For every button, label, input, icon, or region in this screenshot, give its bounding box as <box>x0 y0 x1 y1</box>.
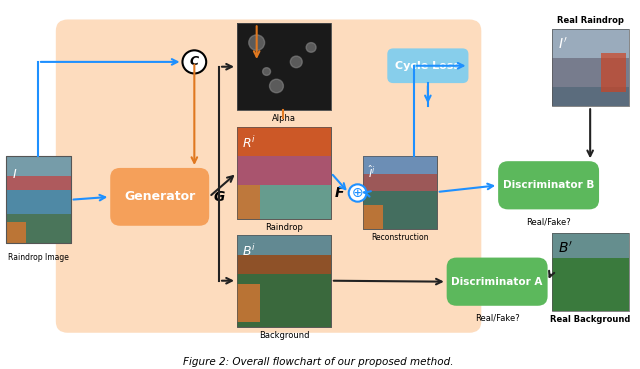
FancyBboxPatch shape <box>56 20 481 333</box>
Text: $B'$: $B'$ <box>557 241 573 256</box>
Bar <box>363 174 436 191</box>
Bar <box>552 258 628 311</box>
Text: Raindrop Image: Raindrop Image <box>8 253 69 262</box>
Text: Real/Fake?: Real/Fake? <box>475 314 520 323</box>
Bar <box>552 234 628 311</box>
Text: Background: Background <box>259 331 309 340</box>
Bar <box>237 185 331 219</box>
Circle shape <box>291 56 302 68</box>
Circle shape <box>262 68 271 75</box>
Text: $\oplus$: $\oplus$ <box>351 186 364 200</box>
Bar <box>6 156 70 176</box>
Bar <box>6 190 70 214</box>
Bar <box>552 29 628 58</box>
Bar <box>6 214 70 243</box>
FancyBboxPatch shape <box>498 161 599 209</box>
Bar <box>552 87 628 106</box>
FancyBboxPatch shape <box>447 258 548 306</box>
Circle shape <box>182 50 206 73</box>
Text: $I'$: $I'$ <box>557 37 567 52</box>
Text: Cycle Loss: Cycle Loss <box>396 61 460 71</box>
Circle shape <box>349 184 367 202</box>
FancyBboxPatch shape <box>387 48 468 83</box>
Bar <box>237 235 331 327</box>
Text: $B^i$: $B^i$ <box>242 243 255 259</box>
Bar <box>237 274 331 327</box>
Bar <box>237 23 331 110</box>
Bar <box>237 284 260 322</box>
Bar <box>237 185 260 219</box>
Text: $\alpha^i$: $\alpha^i$ <box>276 2 292 20</box>
Bar <box>363 156 436 229</box>
Bar <box>237 156 331 185</box>
Text: F: F <box>335 186 344 200</box>
Bar <box>363 156 436 229</box>
Bar <box>237 255 331 274</box>
Bar <box>237 235 331 327</box>
Bar <box>363 191 436 229</box>
Bar <box>552 29 628 106</box>
Text: Raindrop: Raindrop <box>265 223 303 232</box>
Bar <box>6 156 70 243</box>
Bar <box>552 234 628 311</box>
Bar <box>552 234 628 258</box>
Text: $R^i$: $R^i$ <box>242 135 256 151</box>
Text: Real Background: Real Background <box>550 315 630 324</box>
Bar <box>237 127 331 219</box>
Bar <box>237 23 331 110</box>
Bar <box>552 29 628 106</box>
FancyBboxPatch shape <box>110 168 209 226</box>
Bar <box>363 156 436 174</box>
Bar <box>601 53 626 92</box>
Bar <box>237 127 331 156</box>
Text: Generator: Generator <box>124 190 195 203</box>
Bar <box>6 176 70 190</box>
Bar <box>6 222 26 243</box>
Bar <box>237 235 331 327</box>
Text: Discriminator A: Discriminator A <box>451 277 543 287</box>
Bar <box>237 127 331 219</box>
Text: $\hat{I}^i$: $\hat{I}^i$ <box>367 164 375 180</box>
Text: $I$: $I$ <box>12 168 18 181</box>
Bar <box>363 156 436 229</box>
Text: Alpha: Alpha <box>272 114 296 123</box>
Text: Real Raindrop: Real Raindrop <box>557 16 623 25</box>
Circle shape <box>269 79 284 93</box>
Text: C: C <box>190 55 199 68</box>
Circle shape <box>306 42 316 52</box>
Bar <box>237 127 331 219</box>
Bar <box>363 204 383 229</box>
Bar <box>237 23 331 110</box>
Circle shape <box>249 35 264 50</box>
Bar <box>6 156 70 243</box>
Text: Figure 2: Overall flowchart of our proposed method.: Figure 2: Overall flowchart of our propo… <box>183 357 453 367</box>
Text: G: G <box>213 190 225 204</box>
Bar <box>552 58 628 87</box>
Text: Discriminator B: Discriminator B <box>503 180 595 190</box>
Text: Reconstruction: Reconstruction <box>371 232 428 242</box>
Bar <box>237 235 331 255</box>
Text: Real/Fake?: Real/Fake? <box>526 217 571 226</box>
